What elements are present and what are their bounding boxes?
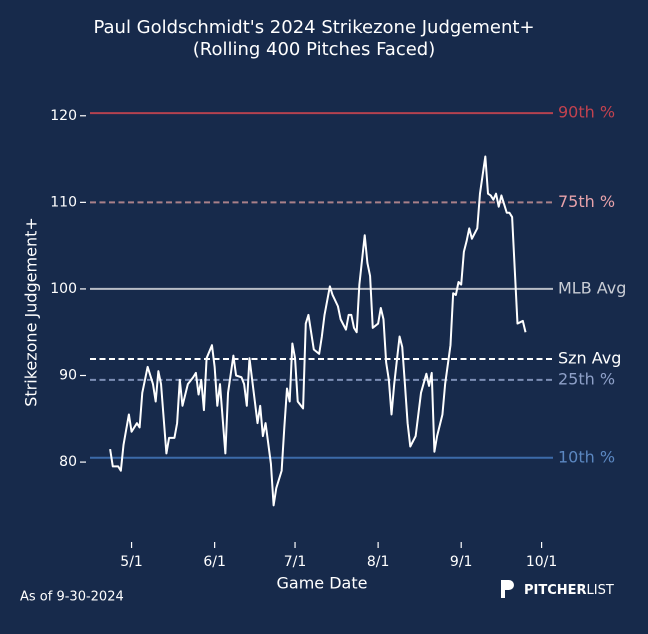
y-tick-label: 100: [50, 281, 77, 297]
y-tick-label: 110: [50, 194, 77, 210]
y-axis-label: Strikezone Judgement+: [22, 217, 41, 407]
x-tick-label: 5/1: [120, 554, 143, 570]
x-tick-label: 6/1: [203, 554, 226, 570]
reference-label: 25th %: [558, 369, 615, 388]
x-tick-label: 9/1: [450, 554, 473, 570]
brand-bold: PITCHER: [524, 583, 587, 598]
x-tick-label: 8/1: [367, 554, 390, 570]
chart-subtitle: (Rolling 400 Pitches Faced): [193, 39, 436, 60]
brand-light: LIST: [587, 583, 614, 598]
x-tick-label: 10/1: [526, 554, 557, 570]
reference-label: 10th %: [558, 447, 615, 466]
reference-label: MLB Avg: [558, 278, 626, 297]
brand-name: PITCHERLIST: [524, 583, 614, 598]
reference-label: 90th %: [558, 103, 615, 122]
y-tick-label: 120: [50, 108, 77, 124]
chart-title: Paul Goldschmidt's 2024 Strikezone Judge…: [93, 17, 534, 38]
y-tick-label: 90: [59, 368, 77, 384]
y-tick-label: 80: [59, 454, 77, 470]
footnote: As of 9-30-2024: [20, 590, 124, 605]
x-axis-label: Game Date: [277, 574, 368, 593]
reference-label: 75th %: [558, 192, 615, 211]
brand-logo-icon: [501, 580, 514, 598]
x-tick-label: 7/1: [284, 554, 307, 570]
data-line: [109, 155, 527, 507]
reference-label: Szn Avg: [558, 349, 621, 368]
